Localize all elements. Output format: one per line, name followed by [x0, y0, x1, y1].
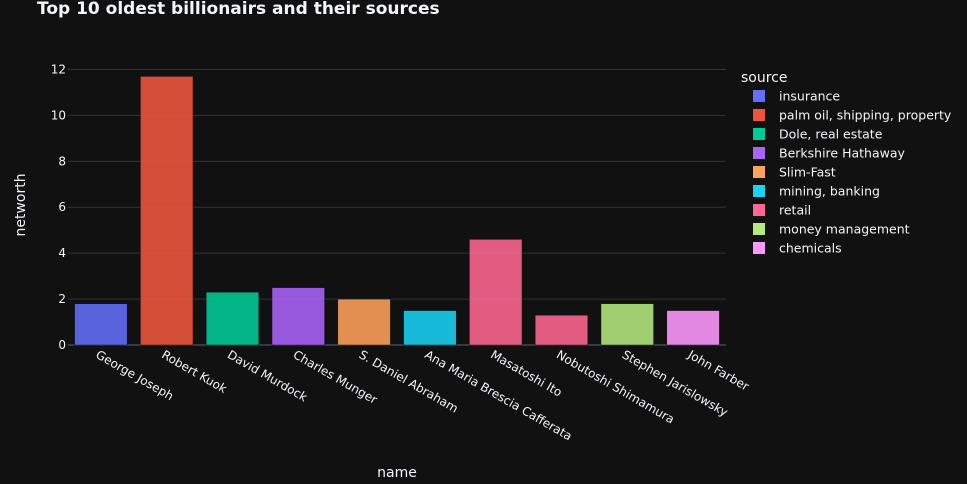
y-tick-label: 4 — [58, 246, 66, 260]
bar[interactable] — [271, 287, 325, 346]
x-axis-title: name — [377, 465, 417, 481]
legend-swatch — [753, 204, 765, 216]
legend-title: source — [741, 70, 788, 86]
chart-title: Top 10 oldest billionairs and their sour… — [37, 0, 440, 19]
legend-swatch — [753, 128, 765, 140]
legend-label: Dole, real estate — [779, 127, 883, 142]
y-tick-label: 8 — [58, 154, 66, 168]
legend-label: palm oil, shipping, property — [779, 108, 952, 123]
legend-swatch — [753, 242, 765, 254]
legend-item[interactable]: insurance — [753, 89, 840, 104]
legend-item[interactable]: chemicals — [753, 241, 842, 256]
bar[interactable] — [205, 291, 260, 346]
legend-item[interactable]: Slim-Fast — [753, 165, 836, 180]
bar[interactable] — [666, 310, 720, 346]
legend-swatch — [753, 185, 765, 197]
legend-item[interactable]: Dole, real estate — [753, 127, 883, 142]
legend-label: Berkshire Hathaway — [779, 146, 906, 161]
legend-label: retail — [779, 203, 811, 218]
legend-label: Slim-Fast — [779, 165, 836, 180]
legend-swatch — [753, 147, 765, 159]
bar[interactable] — [337, 298, 391, 346]
bars — [74, 76, 720, 346]
legend-label: insurance — [779, 89, 840, 104]
x-tick-label: Stephen Jarislowsky — [620, 347, 731, 419]
legend-swatch — [753, 109, 765, 121]
bar[interactable] — [140, 76, 194, 346]
y-axis-title: networth — [13, 173, 29, 236]
bar[interactable] — [600, 303, 654, 346]
legend-item[interactable]: money management — [753, 222, 910, 237]
legend-swatch — [753, 223, 765, 235]
legend-item[interactable]: retail — [753, 203, 811, 218]
legend-swatch — [753, 166, 765, 178]
legend-swatch — [753, 90, 765, 102]
bar[interactable] — [534, 314, 589, 346]
legend-label: mining, banking — [779, 184, 880, 199]
y-tick-label: 6 — [58, 200, 66, 214]
bar[interactable] — [403, 310, 457, 346]
bar[interactable] — [74, 303, 128, 346]
bar[interactable] — [469, 239, 523, 346]
y-tick-label: 0 — [58, 338, 66, 352]
y-tick-label: 2 — [58, 292, 66, 306]
legend: source insurance palm oil, shipping, prop… — [741, 70, 952, 256]
x-tick-label: Nobutoshi Shimamura — [554, 347, 677, 426]
legend-item[interactable]: Berkshire Hathaway — [753, 146, 906, 161]
y-tick-label: 10 — [51, 108, 66, 122]
y-axis-ticks: 0 2 4 6 8 10 12 — [51, 62, 66, 352]
legend-item[interactable]: mining, banking — [753, 184, 880, 199]
legend-label: money management — [779, 222, 910, 237]
legend-item[interactable]: palm oil, shipping, property — [753, 108, 952, 123]
y-tick-label: 12 — [51, 62, 66, 76]
legend-label: chemicals — [779, 241, 842, 256]
